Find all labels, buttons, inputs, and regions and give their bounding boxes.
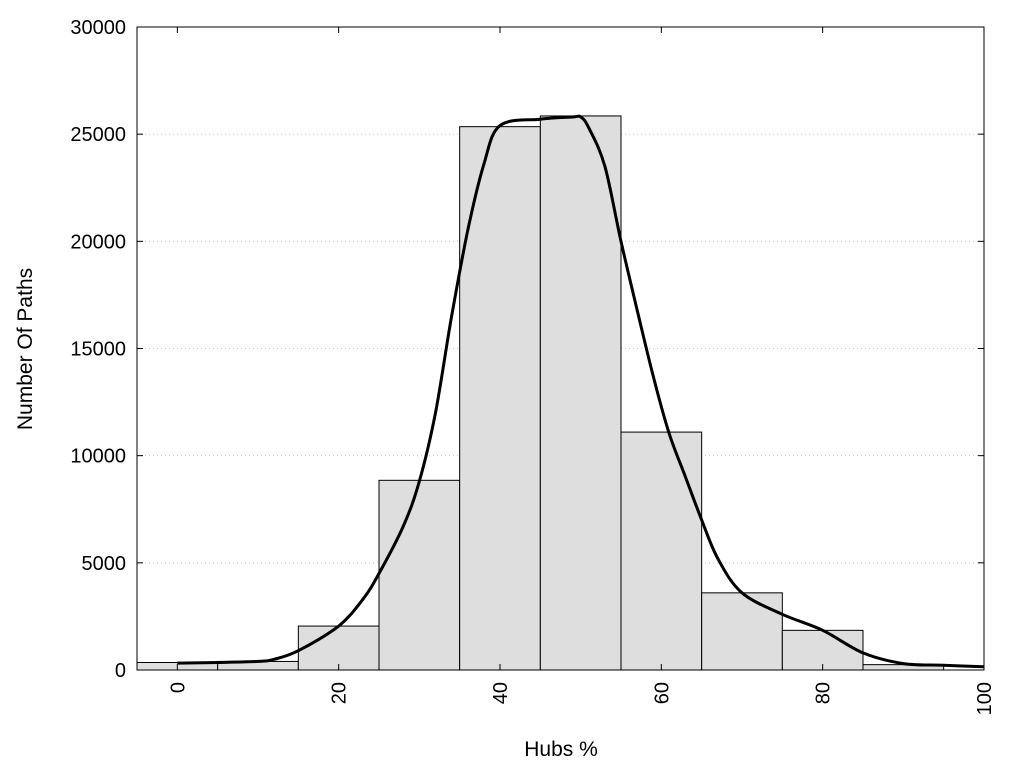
x-tick-label: 60 (651, 682, 673, 704)
y-tick-label: 30000 (70, 17, 126, 39)
y-tick-label: 10000 (70, 446, 126, 468)
histogram-bar (459, 126, 541, 671)
histogram-bar (701, 592, 783, 671)
histogram-bar (378, 479, 461, 671)
y-axis-title: Number Of Paths (14, 268, 37, 430)
y-tick-label: 0 (115, 660, 126, 682)
histogram-bar (297, 625, 380, 671)
x-tick-label: 20 (329, 682, 351, 704)
x-tick-labels: 0 20 40 60 80 100 (167, 682, 996, 715)
x-tick-label: 100 (974, 682, 996, 715)
y-tick-label: 15000 (70, 339, 126, 361)
y-tick-label: 20000 (70, 231, 126, 253)
y-tick-label: 5000 (82, 553, 127, 575)
x-tick-label: 40 (490, 682, 512, 704)
y-tick-label: 25000 (70, 124, 126, 146)
x-tick-label: 80 (813, 682, 835, 704)
x-axis-title: Hubs % (524, 738, 598, 761)
histogram-bar (539, 115, 622, 671)
axis-ticks (137, 26, 985, 671)
x-tick-label: 0 (167, 682, 189, 693)
histogram-bars (136, 115, 945, 671)
density-curve (177, 114, 985, 669)
histogram-bar (781, 629, 864, 671)
histogram-bar (620, 431, 703, 671)
y-tick-labels: 0 5000 10000 15000 20000 25000 30000 (70, 17, 126, 682)
